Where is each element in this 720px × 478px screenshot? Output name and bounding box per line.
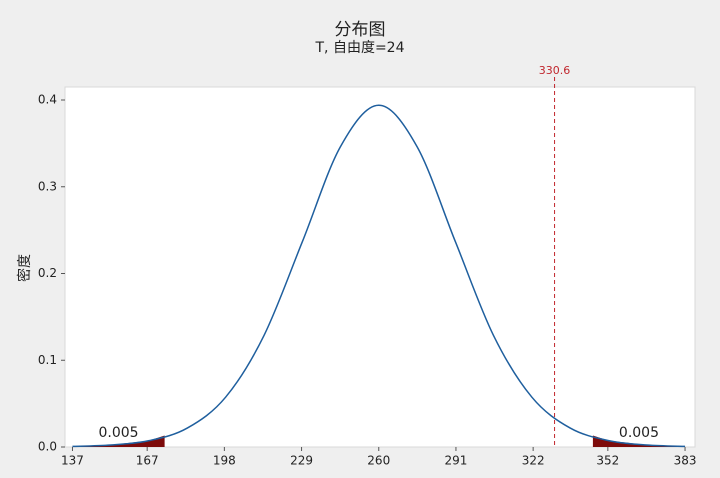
density-curve <box>72 104 686 448</box>
x-tick-label: 291 <box>444 454 467 468</box>
chart-subtitle: T, 自由度=24 <box>315 40 405 56</box>
x-tick-label: 383 <box>674 454 697 468</box>
tail-area <box>592 435 686 447</box>
tail-label: 0.005 <box>98 425 138 441</box>
y-tick-label: 0.2 <box>38 266 57 280</box>
y-tick-label: 0.3 <box>38 179 57 193</box>
x-tick-label: 260 <box>367 454 390 468</box>
y-tick-label: 0.0 <box>38 440 57 454</box>
x-tick-label: 137 <box>61 454 84 468</box>
x-tick-label: 229 <box>290 454 313 468</box>
tail-label: 0.005 <box>619 425 659 441</box>
x-tick-label: 167 <box>136 454 159 468</box>
y-axis-label: 密度 <box>16 254 33 282</box>
tail-area <box>72 435 165 447</box>
x-tick-label: 198 <box>213 454 236 468</box>
chart-title: 分布图 <box>335 20 386 40</box>
reference-label: 330.6 <box>539 64 571 77</box>
y-tick-label: 0.1 <box>38 353 57 367</box>
y-tick-label: 0.4 <box>38 93 57 107</box>
plot-area <box>64 86 696 448</box>
x-tick-label: 322 <box>522 454 545 468</box>
x-tick-label: 352 <box>596 454 619 468</box>
